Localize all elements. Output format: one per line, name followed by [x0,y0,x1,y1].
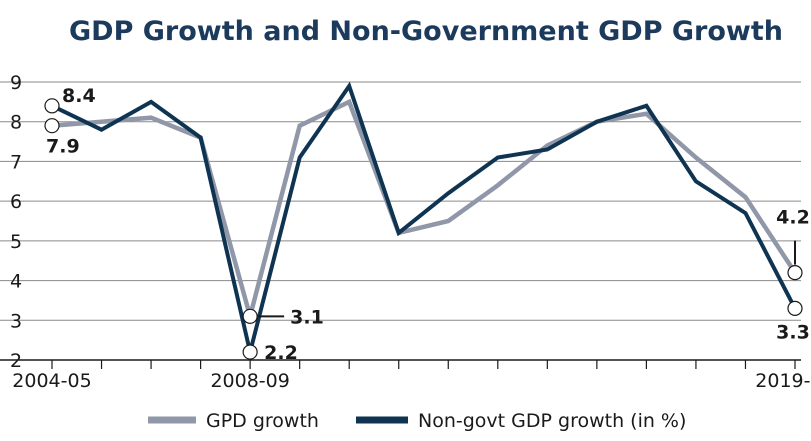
data-point-marker [242,308,258,324]
data-point-marker [44,98,60,114]
data-label: 8.4 [62,85,96,107]
data-point-marker [44,118,60,134]
y-tick-label: 7 [10,151,22,173]
y-tick-label: 8 [10,112,22,134]
gridlines [0,81,801,361]
y-axis-ticks: 2 3 4 5 6 7 8 9 [10,72,22,372]
x-tick-label: 2019-20 [755,370,811,392]
legend: GPD growth Non-govt GDP growth (in %) [148,410,686,432]
legend-label: GPD growth [206,410,319,432]
chart-title: GDP Growth and Non-Government GDP Growth [69,16,783,47]
data-point-marker [787,300,803,316]
x-tick-label: 2004-05 [12,370,91,392]
data-label: 7.9 [46,136,80,158]
x-tick-label: 2008-09 [210,370,289,392]
legend-label: Non-govt GDP growth (in %) [418,410,686,432]
data-label: 4.2 [776,207,810,229]
data-label-markers: 8.4 7.9 3.1 2.2 4.2 3.3 [44,85,810,364]
x-axis: 2004-05 2008-09 2019-20 [0,359,811,392]
series-lines [51,81,797,353]
data-point-marker [242,344,258,360]
y-tick-label: 4 [10,271,22,293]
y-tick-label: 9 [10,72,22,94]
series-line-non-govt-gdp-growth [51,81,797,353]
y-tick-label: 5 [10,231,22,253]
series-line-gdp-growth [51,98,797,325]
y-tick-label: 3 [10,310,22,332]
data-label: 2.2 [264,342,298,364]
data-point-marker [787,265,803,281]
y-tick-label: 6 [10,191,22,213]
data-label: 3.3 [776,321,810,343]
data-label: 3.1 [290,306,324,328]
y-tick-label: 2 [10,350,22,372]
